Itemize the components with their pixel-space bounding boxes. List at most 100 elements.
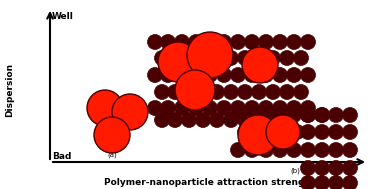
Circle shape <box>315 160 329 176</box>
Circle shape <box>279 84 294 99</box>
Text: Bad: Bad <box>52 152 71 161</box>
Circle shape <box>286 67 301 83</box>
Circle shape <box>315 108 329 122</box>
Circle shape <box>196 50 211 66</box>
Circle shape <box>245 35 260 50</box>
Circle shape <box>300 108 316 122</box>
Text: (b): (b) <box>290 168 300 174</box>
Circle shape <box>251 112 267 128</box>
Circle shape <box>273 67 288 83</box>
Circle shape <box>230 35 245 50</box>
Circle shape <box>286 35 301 50</box>
Circle shape <box>294 50 309 66</box>
Circle shape <box>242 47 278 83</box>
Circle shape <box>286 108 301 122</box>
Circle shape <box>315 176 329 189</box>
Circle shape <box>300 176 316 189</box>
Circle shape <box>230 101 245 115</box>
Circle shape <box>175 101 190 115</box>
Circle shape <box>160 35 175 50</box>
Circle shape <box>188 67 203 83</box>
Circle shape <box>217 101 232 115</box>
Circle shape <box>224 50 239 66</box>
Circle shape <box>328 125 343 139</box>
Circle shape <box>230 67 245 83</box>
Circle shape <box>258 143 273 157</box>
Circle shape <box>328 176 343 189</box>
Circle shape <box>266 50 280 66</box>
Circle shape <box>315 143 329 157</box>
Circle shape <box>258 108 273 122</box>
Circle shape <box>154 50 169 66</box>
Circle shape <box>202 101 218 115</box>
Circle shape <box>251 125 266 139</box>
Circle shape <box>154 112 169 128</box>
Circle shape <box>94 117 130 153</box>
Circle shape <box>237 50 252 66</box>
Circle shape <box>217 67 232 83</box>
Circle shape <box>181 112 196 128</box>
Circle shape <box>300 143 316 157</box>
Circle shape <box>168 112 183 128</box>
Circle shape <box>217 35 232 50</box>
Circle shape <box>343 125 358 139</box>
Circle shape <box>147 67 162 83</box>
Circle shape <box>273 35 288 50</box>
Circle shape <box>230 143 245 157</box>
Circle shape <box>258 35 273 50</box>
Circle shape <box>251 50 267 66</box>
Circle shape <box>258 67 273 83</box>
Text: Polymer-nanoparticle attraction strength: Polymer-nanoparticle attraction strength <box>104 178 316 187</box>
Circle shape <box>187 32 233 78</box>
Circle shape <box>279 50 294 66</box>
Circle shape <box>294 84 309 99</box>
Circle shape <box>237 84 252 99</box>
Circle shape <box>175 35 190 50</box>
Circle shape <box>209 84 224 99</box>
Circle shape <box>300 67 316 83</box>
Text: Well: Well <box>52 12 74 21</box>
Circle shape <box>196 112 211 128</box>
Circle shape <box>154 84 169 99</box>
Circle shape <box>315 125 329 139</box>
Circle shape <box>175 70 215 110</box>
Circle shape <box>343 143 358 157</box>
Circle shape <box>147 101 162 115</box>
Circle shape <box>168 50 183 66</box>
Circle shape <box>224 84 239 99</box>
Text: (c): (c) <box>225 118 235 125</box>
Circle shape <box>300 101 316 115</box>
Circle shape <box>237 112 252 128</box>
Circle shape <box>273 108 288 122</box>
Circle shape <box>276 125 291 139</box>
Circle shape <box>315 108 329 122</box>
Circle shape <box>238 115 278 155</box>
Circle shape <box>168 84 183 99</box>
Circle shape <box>300 125 316 139</box>
Text: Dispersion: Dispersion <box>6 63 15 117</box>
Circle shape <box>343 160 358 176</box>
Circle shape <box>188 101 203 115</box>
Circle shape <box>328 143 343 157</box>
Circle shape <box>112 94 148 130</box>
Circle shape <box>343 176 358 189</box>
Circle shape <box>202 67 218 83</box>
Circle shape <box>273 143 288 157</box>
Circle shape <box>160 101 175 115</box>
Circle shape <box>289 125 304 139</box>
Circle shape <box>181 84 196 99</box>
Circle shape <box>343 108 358 122</box>
Circle shape <box>300 35 316 50</box>
Circle shape <box>237 125 252 139</box>
Circle shape <box>266 115 300 149</box>
Circle shape <box>251 84 267 99</box>
Circle shape <box>181 50 196 66</box>
Circle shape <box>286 143 301 157</box>
Circle shape <box>87 90 123 126</box>
Circle shape <box>147 35 162 50</box>
Circle shape <box>230 108 245 122</box>
Circle shape <box>202 35 218 50</box>
Circle shape <box>273 101 288 115</box>
Circle shape <box>286 101 301 115</box>
Circle shape <box>328 160 343 176</box>
